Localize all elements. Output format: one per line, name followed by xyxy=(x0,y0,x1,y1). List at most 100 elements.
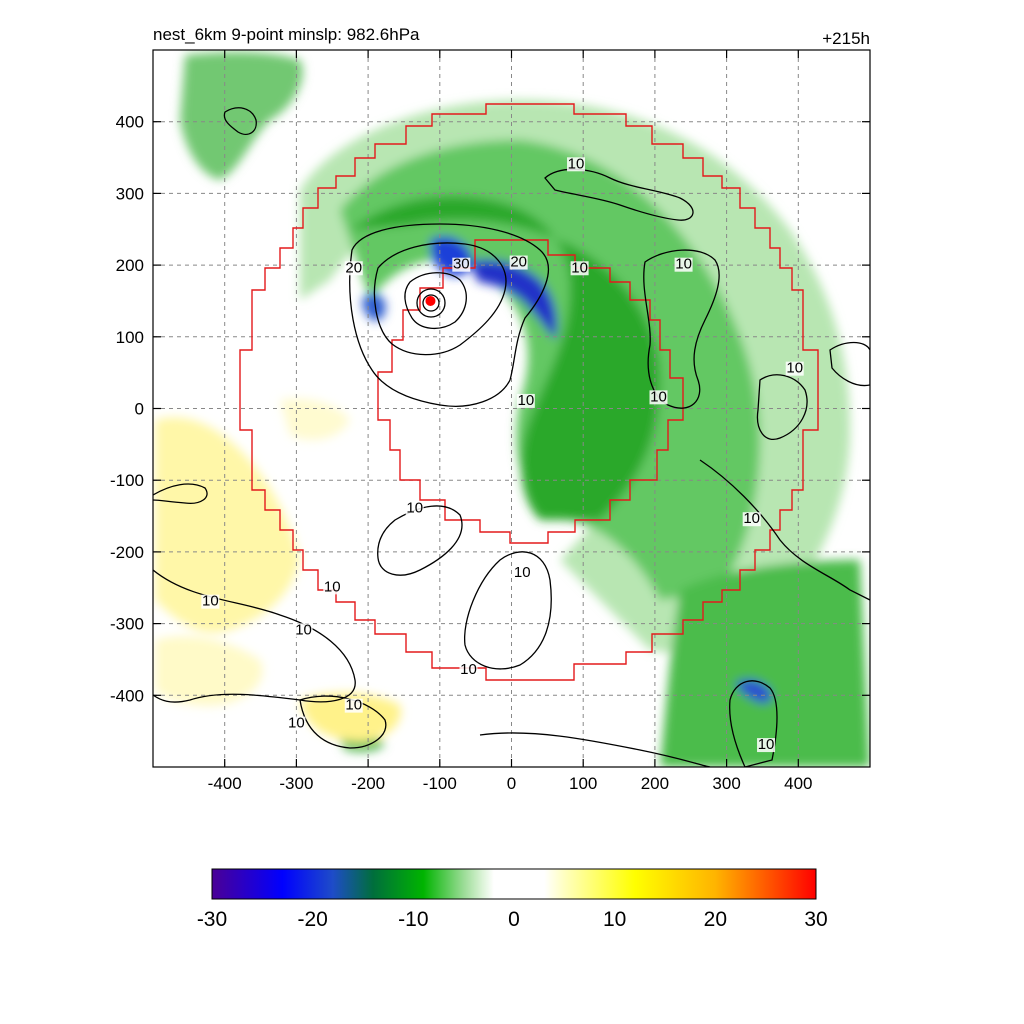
contour-label-halo xyxy=(513,565,532,580)
y-tick-label: 0 xyxy=(135,400,144,419)
contour-label: 10 xyxy=(517,392,534,409)
x-tick-label: 400 xyxy=(784,774,812,793)
shading-yellow-south xyxy=(300,693,401,742)
contour-label: 10 xyxy=(571,259,588,276)
contour-label: 10 xyxy=(675,256,692,273)
y-tick-label: 300 xyxy=(116,184,144,203)
colorbar-gradient xyxy=(211,868,817,900)
shading-blue-southeast xyxy=(735,679,772,704)
contour-label-halo xyxy=(405,501,424,516)
y-axis-labels: 400 300 200 100 0 -100 -200 -300 -400 xyxy=(110,113,144,706)
contour-20-storm xyxy=(373,242,507,356)
contour-label: 30 xyxy=(453,256,470,273)
colorbar-tick-label: -20 xyxy=(297,908,327,931)
contour-label-halo xyxy=(344,698,363,713)
shading-green-arm xyxy=(350,196,660,520)
colorbar-tick-label: 10 xyxy=(603,908,626,931)
contour-10-southwest-arc xyxy=(153,569,356,703)
contour-10-south-lobe xyxy=(299,695,387,749)
contour-label-halo xyxy=(459,662,478,677)
contour-label-halo xyxy=(742,512,761,527)
x-tick-label: 0 xyxy=(507,774,516,793)
shaded-field xyxy=(155,51,870,767)
contour-labels: 10 20 30 20 10 10 10 10 10 10 10 10 10 10 10 10 10 10 10 xyxy=(201,155,804,753)
contour-label: 10 xyxy=(650,388,667,405)
contour-label-halo xyxy=(509,255,528,270)
colorbar-tick-label: -30 xyxy=(197,908,227,931)
contour-10-south-center xyxy=(377,505,463,576)
plot-area: 10 20 30 20 10 10 10 10 10 10 10 10 10 10 10 10 10 10 10 xyxy=(153,50,870,767)
contour-10-southeast-vortex xyxy=(729,680,778,767)
contour-label: 10 xyxy=(514,564,531,581)
contour-label: 10 xyxy=(295,621,312,638)
contour-label: 20 xyxy=(345,259,362,276)
contour-label-halo xyxy=(452,257,471,272)
x-tick-label: 200 xyxy=(641,774,669,793)
contour-label-halo xyxy=(201,594,220,609)
contour-label-halo xyxy=(674,257,693,272)
contour-10-southeast-band xyxy=(699,459,870,601)
outer-radius-ring xyxy=(239,103,819,681)
forecast-hour-label: +215h xyxy=(822,29,870,48)
contour-10-south-bottom xyxy=(479,732,711,767)
colorbar-tick-label: 0 xyxy=(508,908,520,931)
contour-label-halo xyxy=(649,390,668,405)
contour-eye-1 xyxy=(416,288,446,318)
x-tick-label: -400 xyxy=(208,774,242,793)
x-tick-label: -100 xyxy=(423,774,457,793)
y-tick-label: 200 xyxy=(116,256,144,275)
y-tick-label: -400 xyxy=(110,686,144,705)
contour-label-halo xyxy=(757,738,776,753)
colorbar: -30 -20 -10 0 10 20 30 xyxy=(197,868,828,931)
shading-yellow-southwest xyxy=(155,636,263,706)
x-tick-label: -200 xyxy=(351,774,385,793)
colorbar-tick-label: 20 xyxy=(704,908,727,931)
contour-label-halo xyxy=(516,393,535,408)
contour-10-storm xyxy=(349,223,550,407)
contour-10-east-edge xyxy=(756,374,808,440)
contour-eye-2 xyxy=(422,294,440,312)
shading-green-southeast xyxy=(660,560,870,767)
contour-label: 10 xyxy=(406,499,423,516)
colorbar-ticks: -30 -20 -10 0 10 20 30 xyxy=(197,908,828,931)
radius-boundaries xyxy=(239,103,819,681)
contour-10-north xyxy=(544,168,694,221)
contour-lines xyxy=(153,107,870,767)
contour-10-far-east xyxy=(829,341,870,387)
x-tick-label: -300 xyxy=(279,774,313,793)
contour-label: 10 xyxy=(743,510,760,527)
contour-label-halo xyxy=(323,580,342,595)
x-tick-label: 100 xyxy=(569,774,597,793)
x-axis-labels: -400 -300 -200 -100 0 100 200 300 400 xyxy=(208,774,813,793)
contour-label: 10 xyxy=(568,155,585,172)
inner-radius-ring xyxy=(377,239,684,544)
shading-yellow-center xyxy=(280,398,350,440)
contour-label: 10 xyxy=(202,593,219,610)
contour-label-halo xyxy=(785,361,804,376)
contour-30-storm xyxy=(404,272,467,329)
chart-title: nest_6km 9-point minslp: 982.6hPa xyxy=(153,25,420,44)
contour-label: 10 xyxy=(345,697,362,714)
contour-label: 10 xyxy=(460,661,477,678)
contour-10-west xyxy=(153,483,208,504)
y-tick-label: -300 xyxy=(110,615,144,634)
contour-label-halo xyxy=(287,716,306,731)
contour-10-south-center-2 xyxy=(464,551,552,670)
colorbar-tick-label: 30 xyxy=(804,908,827,931)
contour-label: 20 xyxy=(510,254,527,271)
y-tick-label: 100 xyxy=(116,328,144,347)
shading-yellow-west xyxy=(155,417,300,633)
contour-10-northwest xyxy=(223,107,257,135)
contour-label-halo xyxy=(344,261,363,276)
contour-label-halo xyxy=(567,157,586,172)
contour-label: 10 xyxy=(288,715,305,732)
contour-label: 10 xyxy=(758,736,775,753)
colorbar-tick-label: -10 xyxy=(398,908,428,931)
shading-green-northwest xyxy=(180,51,303,180)
storm-center-marker xyxy=(425,295,436,306)
shading-band-blue xyxy=(470,259,557,340)
contour-label: 10 xyxy=(324,578,341,595)
y-tick-label: -200 xyxy=(110,543,144,562)
contour-label: 10 xyxy=(786,360,803,377)
